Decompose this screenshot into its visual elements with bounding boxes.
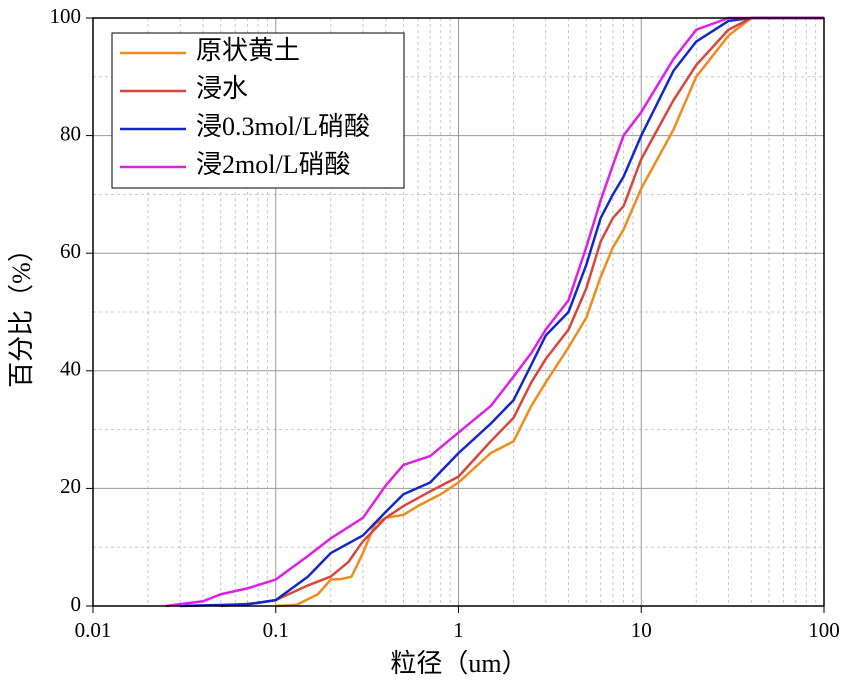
x-axis-label: 粒径（um）: [390, 649, 527, 678]
y-tick-label: 80: [60, 121, 81, 145]
series-line: [275, 16, 824, 608]
x-tick-label: 0.1: [263, 618, 289, 642]
series-line: [220, 16, 824, 608]
legend-box: [111, 32, 405, 189]
plot-frame: [92, 17, 825, 607]
legend-label: 原状黄土: [196, 36, 300, 65]
x-tick-label: 100: [808, 618, 840, 642]
series-line: [180, 16, 824, 608]
legend-label: 浸2mol/L硝酸: [196, 150, 351, 179]
legend-label: 浸水: [196, 74, 248, 103]
legend-label: 浸0.3mol/L硝酸: [196, 112, 370, 141]
x-tick-label: 0.01: [75, 618, 112, 642]
y-tick-label: 20: [60, 474, 81, 498]
y-tick-label: 0: [71, 592, 82, 616]
series-line: [165, 16, 824, 608]
x-tick-label: 1: [453, 618, 464, 642]
y-tick-label: 60: [60, 239, 81, 263]
y-axis-label: 百分比（%）: [7, 236, 36, 388]
y-tick-label: 40: [60, 357, 81, 381]
x-tick-label: 10: [631, 618, 652, 642]
y-tick-label: 100: [50, 4, 82, 28]
